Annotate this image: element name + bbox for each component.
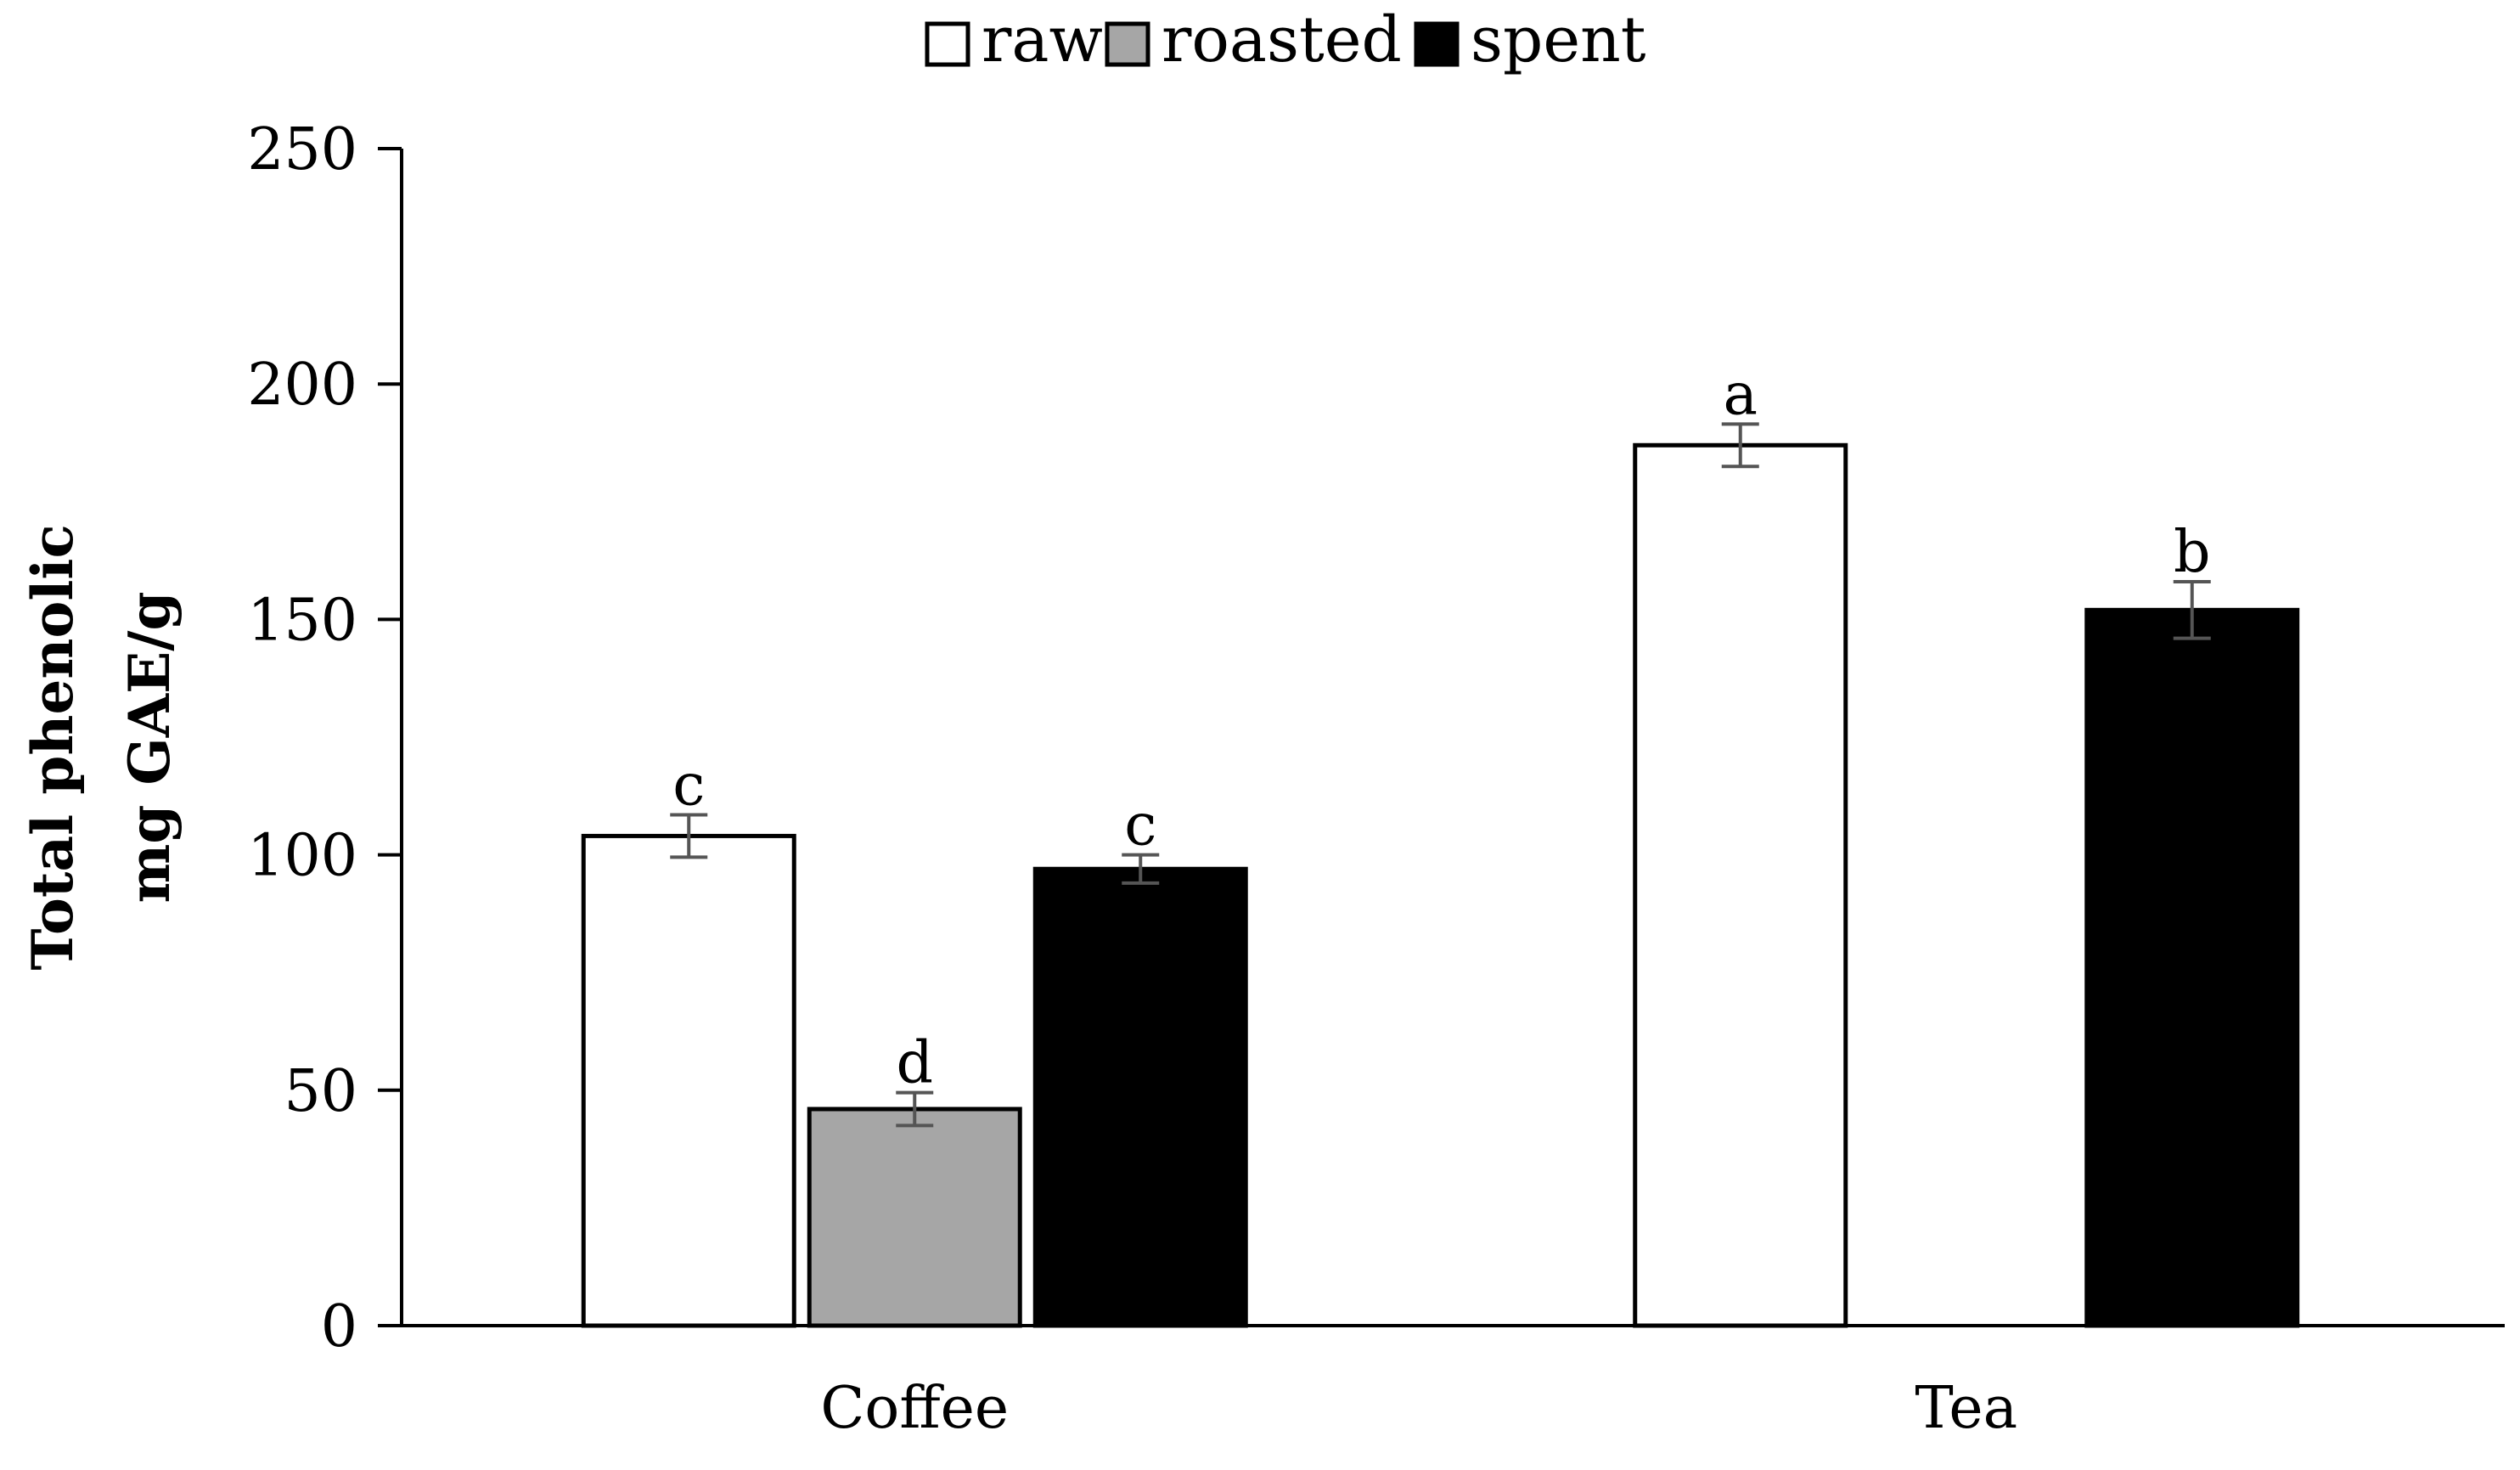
significance-label: a — [1723, 361, 1758, 428]
bars — [581, 442, 2300, 1328]
legend-item-roasted: roasted — [1105, 3, 1402, 76]
legend-label-raw: raw — [982, 3, 1103, 76]
x-category-label: Coffee — [820, 1375, 1009, 1442]
bar-raw-tea — [1633, 442, 1848, 1328]
legend-label-spent: spent — [1471, 3, 1646, 76]
y-axis-title-line-2: mg GAE/g — [116, 591, 183, 903]
y-tick-label: 50 — [284, 1058, 357, 1125]
y-tick-label: 0 — [321, 1293, 357, 1360]
bar-raw-coffee — [581, 833, 796, 1328]
legend-swatch-spent — [1414, 21, 1460, 67]
y-tick-label: 100 — [247, 823, 357, 890]
error-bar-raw-coffee — [670, 813, 708, 859]
error-bar-spent-coffee — [1122, 853, 1160, 885]
legend-item-raw: raw — [925, 3, 1103, 76]
legend-swatch-raw — [925, 21, 970, 67]
x-category-label: Tea — [1915, 1375, 2017, 1442]
y-axis-title: Total phenolic mg GAE/g — [20, 524, 183, 970]
error-bars — [670, 422, 2211, 1128]
bar-spent-tea — [2084, 607, 2300, 1328]
legend-swatch-roasted — [1105, 21, 1150, 67]
legend: raw roasted spent — [925, 3, 1646, 76]
axes: 0 50 100 150 200 250 — [247, 116, 2505, 1360]
error-bar-raw-tea — [1721, 422, 1759, 469]
significance-label: b — [2174, 519, 2211, 586]
y-tick-label: 250 — [247, 116, 357, 183]
legend-item-spent: spent — [1414, 3, 1646, 76]
error-bar-roasted-coffee — [896, 1090, 934, 1128]
significance-labels: c d c a b — [672, 361, 2210, 1096]
y-axis-title-line-1: Total phenolic — [20, 524, 86, 970]
error-bar-spent-tea — [2173, 580, 2211, 640]
significance-label: c — [672, 752, 705, 819]
y-tick-label: 150 — [247, 587, 357, 654]
x-axis-categories: Coffee Tea — [820, 1375, 2017, 1442]
bar-spent-coffee — [1032, 866, 1248, 1328]
y-tick-label: 200 — [247, 352, 357, 419]
bar-roasted-coffee — [807, 1107, 1022, 1328]
significance-label: d — [896, 1030, 933, 1097]
legend-label-roasted: roasted — [1162, 3, 1402, 76]
significance-label: c — [1124, 792, 1156, 859]
